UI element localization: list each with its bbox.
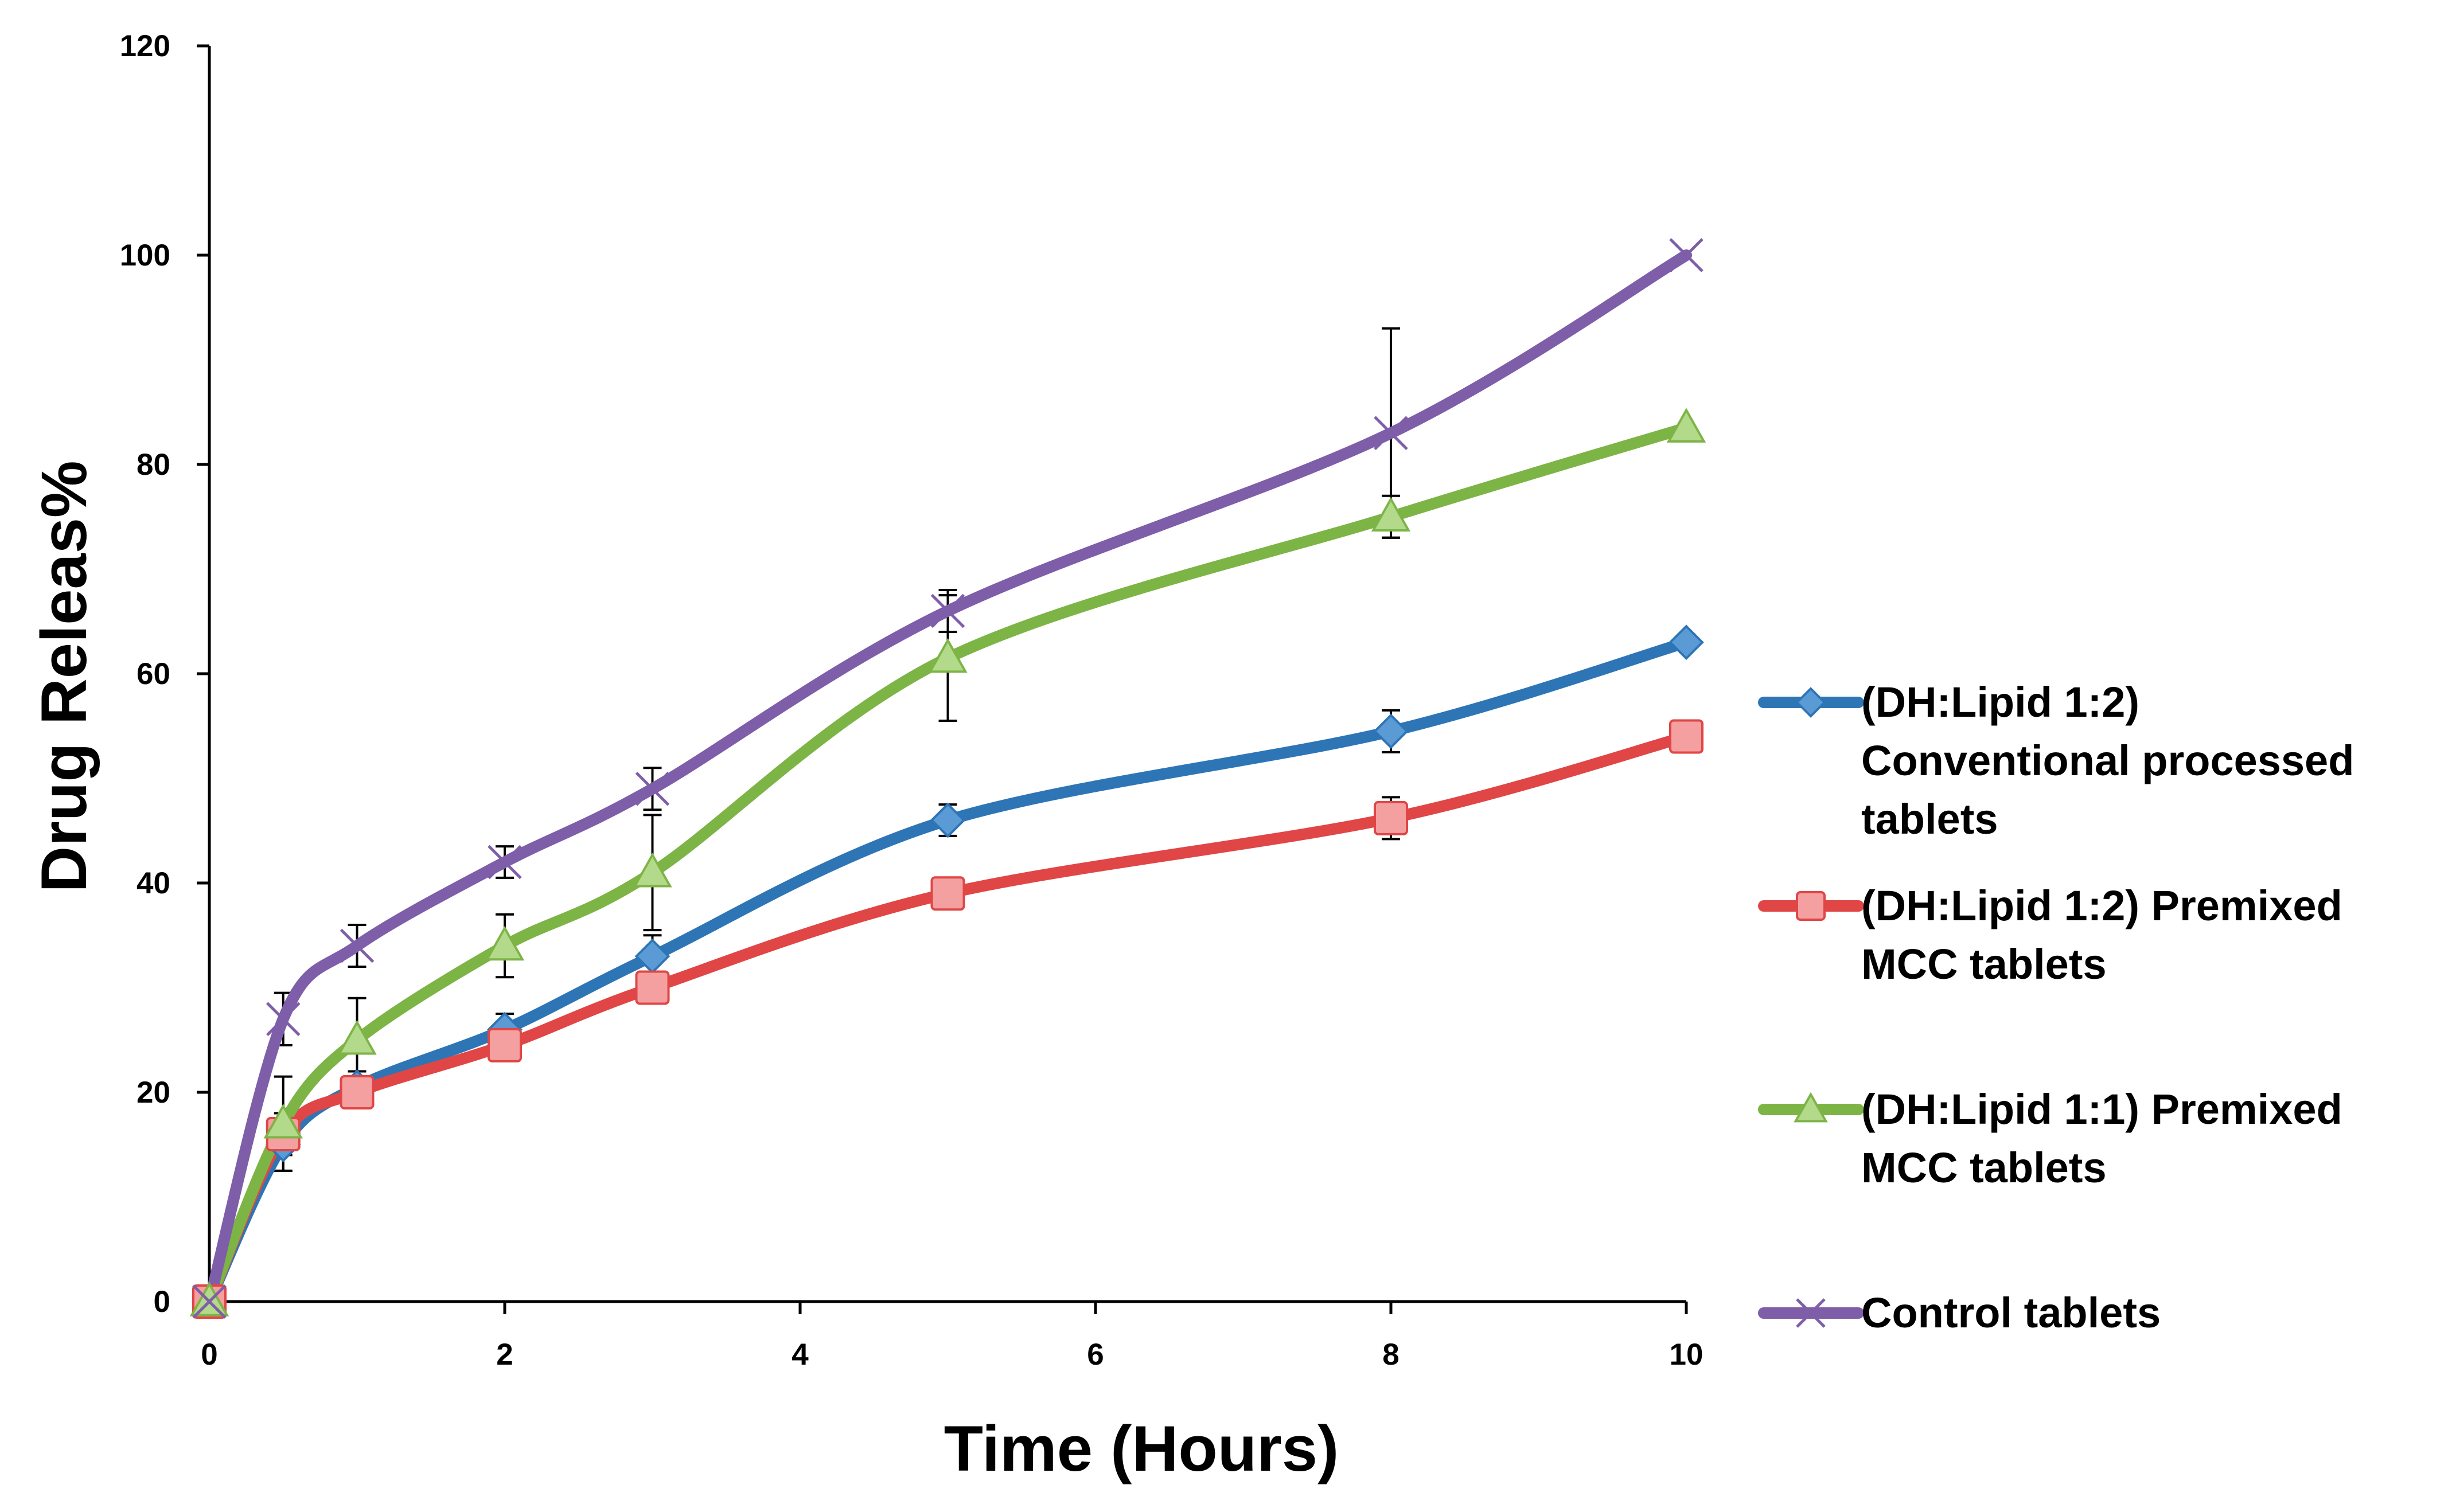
legend-label: Conventional processed xyxy=(1861,737,2354,784)
legend-label: (DH:Lipid 1:1) Premixed xyxy=(1861,1085,2342,1133)
square-marker xyxy=(930,876,965,911)
diamond-marker xyxy=(930,802,966,838)
legend-label: (DH:Lipid 1:2) Premixed xyxy=(1861,882,2342,929)
y-tick-label: 120 xyxy=(120,29,170,63)
x-axis-title: Time (Hours) xyxy=(944,1413,1339,1484)
y-axis-title: Drug Releas% xyxy=(28,460,100,892)
square-marker xyxy=(1669,719,1703,754)
triangle-marker xyxy=(1371,497,1411,532)
square-marker xyxy=(340,1075,375,1109)
diamond-marker xyxy=(1795,687,1826,718)
x-marker xyxy=(340,928,375,963)
legend-label: (DH:Lipid 1:2) xyxy=(1861,678,2139,726)
triangle-marker xyxy=(485,925,525,961)
x-tick-label: 6 xyxy=(1087,1338,1104,1372)
diamond-marker xyxy=(1669,624,1704,661)
series-line xyxy=(204,636,1692,1307)
x-marker xyxy=(1374,416,1408,451)
legend: (DH:Lipid 1:2) Conventional processed tabl… xyxy=(1758,678,2354,1337)
x-tick-label: 8 xyxy=(1382,1338,1399,1372)
series-lines xyxy=(204,249,1692,1307)
x-marker xyxy=(266,1002,301,1037)
y-tick-label: 0 xyxy=(154,1285,170,1319)
legend-label: tablets xyxy=(1861,795,1998,843)
x-marker xyxy=(192,1284,227,1319)
y-tick-label: 80 xyxy=(137,448,170,482)
triangle-marker xyxy=(1794,1092,1828,1123)
triangle-marker xyxy=(337,1019,377,1055)
triangle-marker xyxy=(1666,408,1706,443)
error-bars xyxy=(274,327,1400,1172)
series-line xyxy=(204,249,1692,1307)
x-marker xyxy=(930,593,965,628)
x-tick-label: 2 xyxy=(496,1338,513,1372)
x-marker xyxy=(1796,1298,1826,1328)
square-marker xyxy=(1796,891,1826,921)
diamond-marker xyxy=(1373,713,1409,749)
triangle-marker xyxy=(928,638,968,673)
y-tick-label: 100 xyxy=(120,239,170,272)
triangle-marker xyxy=(633,852,672,888)
legend-label: MCC tablets xyxy=(1861,940,2107,988)
series-markers xyxy=(189,238,1706,1319)
x-tick-label: 10 xyxy=(1670,1338,1703,1372)
legend-label: Control tablets xyxy=(1861,1289,2161,1337)
y-tick-label: 20 xyxy=(137,1076,170,1109)
triangle-marker xyxy=(263,1103,303,1139)
square-marker xyxy=(1374,800,1408,835)
x-marker xyxy=(1669,238,1703,272)
x-marker xyxy=(488,845,522,880)
x-tick-label: 4 xyxy=(792,1338,809,1372)
y-tick-label: 60 xyxy=(137,657,170,691)
square-marker xyxy=(488,1027,522,1062)
square-marker xyxy=(635,970,670,1005)
legend-label: MCC tablets xyxy=(1861,1144,2107,1191)
x-marker xyxy=(635,771,670,806)
x-tick-label: 0 xyxy=(201,1338,217,1372)
axes: 0 20 40 60 80 100 120 0 2 4 6 8 10 xyxy=(120,29,1703,1372)
series-line xyxy=(204,422,1692,1307)
y-tick-label: 40 xyxy=(137,866,170,900)
